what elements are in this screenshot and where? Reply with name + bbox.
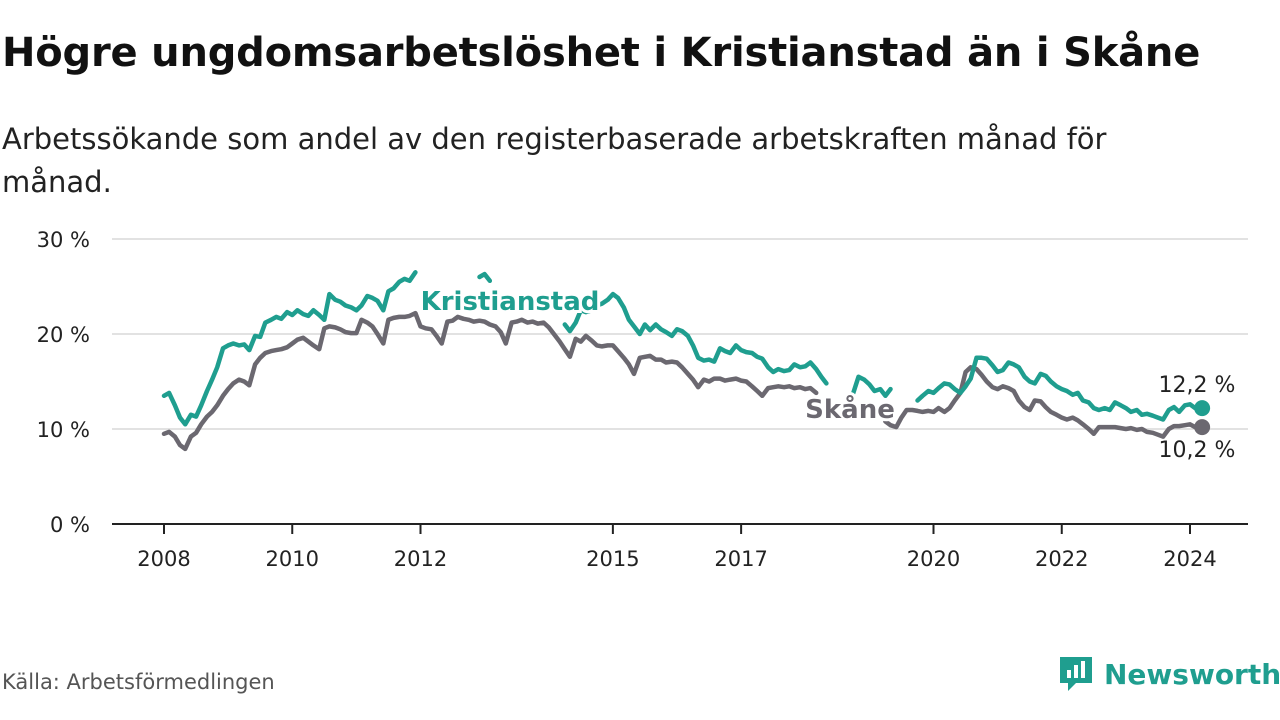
series-line-kristianstad <box>161 270 418 427</box>
brand-logo[interactable]: Newsworthy <box>1058 655 1280 693</box>
series-line-skane <box>883 365 1198 439</box>
x-tick-label: 2015 <box>586 547 639 571</box>
series-labels: 10,2 % 12,2 % Kristianstad Skåne <box>418 284 1236 463</box>
chart-title: Högre ungdomsarbetslöshet i Kristianstad… <box>2 30 1201 76</box>
x-tick-label: 2008 <box>137 547 190 571</box>
y-tick-label: 20 % <box>37 323 90 347</box>
brand-name: Newsworthy <box>1104 657 1280 691</box>
series-line-kristianstad <box>915 355 1198 422</box>
x-axis-ticks: 2008 2010 2012 2015 2017 2020 2022 2024 <box>137 524 1217 571</box>
source-note: Källa: Arbetsförmedlingen <box>2 670 275 694</box>
series-line-kristianstad <box>562 291 829 386</box>
end-dot-kristianstad <box>1194 400 1211 417</box>
end-label-skane: 10,2 % <box>1159 438 1236 463</box>
x-tick-label: 2012 <box>394 547 447 571</box>
y-tick-label: 10 % <box>37 418 90 442</box>
series-line-skane <box>161 310 819 452</box>
series-label-kristianstad: Kristianstad <box>421 287 600 317</box>
series-label-skane: Skåne <box>805 393 895 425</box>
series-lines <box>161 270 1198 452</box>
x-tick-label: 2022 <box>1035 547 1088 571</box>
chart-subtitle: Arbetssökande som andel av den registerb… <box>2 122 1107 199</box>
x-tick-label: 2017 <box>714 547 767 571</box>
end-dot-skane <box>1194 419 1211 436</box>
y-axis-ticks: 0 % 10 % 20 % 30 % <box>37 228 90 537</box>
x-tick-label: 2020 <box>907 547 960 571</box>
newsworthy-logo-icon <box>1060 657 1092 691</box>
series-line-kristianstad <box>477 271 493 284</box>
line-chart: 0 % 10 % 20 % 30 % 2008 2010 2012 2015 2017 2020… <box>37 228 1248 571</box>
gridlines <box>112 238 1248 430</box>
y-tick-label: 0 % <box>50 513 90 537</box>
x-tick-label: 2024 <box>1163 547 1216 571</box>
y-tick-label: 30 % <box>37 228 90 252</box>
x-tick-label: 2010 <box>266 547 319 571</box>
end-label-kristianstad: 12,2 % <box>1159 373 1236 398</box>
series-line-kristianstad <box>851 374 893 399</box>
